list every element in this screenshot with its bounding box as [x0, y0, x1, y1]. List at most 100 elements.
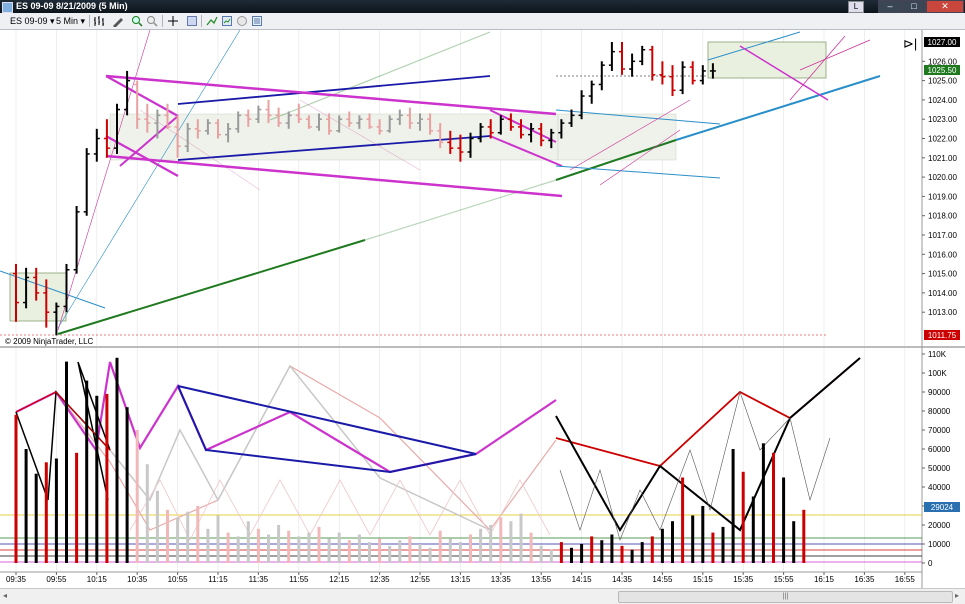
price-bar — [689, 61, 696, 85]
price-bar — [477, 123, 484, 143]
time-tick-label: 11:55 — [289, 575, 309, 584]
trend-line — [364, 179, 557, 241]
zoom-in-icon[interactable] — [131, 15, 143, 27]
trend-line — [599, 129, 681, 186]
price-bar — [184, 123, 191, 153]
price-bar — [154, 109, 161, 139]
instrument-label: ES 09-09 — [10, 16, 48, 26]
price-bar — [23, 267, 30, 309]
volume-swing-line — [15, 391, 111, 451]
volume-tick-label: 20000 — [928, 521, 951, 530]
price-bars — [13, 42, 716, 336]
crosshair-icon[interactable] — [167, 15, 179, 27]
volume-bar — [630, 549, 634, 563]
price-bar — [639, 45, 646, 66]
volume-bar — [458, 542, 462, 563]
bar-type-icon[interactable] — [93, 15, 105, 27]
last-volume-label: 29024 — [931, 503, 954, 512]
volume-bar — [357, 534, 361, 563]
volume-bar — [691, 515, 695, 563]
volume-swing-line — [177, 385, 477, 474]
volume-bar — [115, 357, 119, 563]
chart-background — [0, 30, 965, 588]
scroll-right-arrow[interactable]: ▸ — [955, 591, 960, 600]
price-bar — [497, 115, 504, 135]
volume-bar — [398, 540, 402, 563]
price-bar — [548, 128, 555, 149]
chart-area[interactable]: 1026.00 1025.00 1024.00 1023.00 1022.00 1021.… — [0, 30, 965, 590]
price-bar — [598, 61, 605, 91]
right-margin-tab[interactable]: ⊳| — [903, 36, 917, 51]
price-tick-label: 1014.00 — [928, 289, 957, 298]
price-bar — [134, 80, 141, 129]
time-axis: 09:35 09:55 10:15 10:35 10:55 11:15 11:35 11:55… — [6, 572, 915, 584]
price-bar — [396, 109, 403, 125]
price-bar — [326, 113, 333, 135]
link-button[interactable]: L — [848, 1, 864, 13]
trend-line — [57, 30, 241, 329]
volume-bar — [761, 443, 765, 563]
volume-bar — [337, 532, 341, 563]
volume-bar — [206, 528, 210, 563]
volume-bar — [327, 538, 331, 563]
data-box-icon[interactable] — [251, 15, 263, 27]
price-bar — [366, 113, 373, 129]
volume-bar — [539, 545, 543, 563]
time-tick-label: 09:55 — [46, 575, 67, 584]
interval-selector[interactable]: 5 Min ▾ — [56, 14, 85, 28]
trend-line — [789, 35, 846, 101]
volume-bar — [145, 464, 149, 563]
volume-bar — [590, 536, 594, 563]
scroll-grip: ||| — [782, 593, 789, 600]
trend-line — [489, 135, 563, 167]
price-bar — [83, 148, 90, 216]
price-bar — [649, 45, 656, 81]
time-tick-label: 16:55 — [895, 575, 916, 584]
maximize-button[interactable]: □ — [902, 0, 926, 13]
trend-line — [555, 165, 721, 179]
time-tick-label: 12:15 — [329, 575, 350, 584]
price-bar — [316, 113, 322, 131]
zoom-out-icon[interactable] — [146, 15, 158, 27]
chart-canvas[interactable]: 1026.00 1025.00 1024.00 1023.00 1022.00 1021.… — [0, 30, 965, 588]
price-bar — [447, 130, 454, 154]
volume-bar — [499, 517, 503, 563]
volume-bar — [489, 525, 493, 563]
volume-bar — [186, 511, 190, 563]
indicators-icon[interactable] — [206, 15, 218, 27]
instrument-selector[interactable]: ES 09-09 ▾ — [10, 14, 55, 28]
volume-bar — [347, 540, 351, 563]
volume-bar — [297, 536, 301, 563]
draw-tool-icon[interactable] — [112, 15, 124, 28]
volume-bar — [802, 509, 806, 563]
horizontal-scrollbar[interactable]: ◂ ||| ▸ — [0, 588, 965, 604]
price-bar — [33, 267, 40, 301]
price-bar — [124, 70, 131, 116]
price-bar — [63, 263, 70, 313]
volume-bar — [368, 542, 371, 563]
volume-bar — [85, 380, 89, 563]
volume-bar — [277, 525, 281, 563]
volume-zigzag — [129, 479, 551, 541]
volume-bar — [570, 547, 573, 563]
price-bar — [528, 123, 535, 143]
price-bar — [235, 111, 242, 133]
scroll-thumb[interactable]: ||| — [618, 591, 953, 603]
minimize-button[interactable]: ‒ — [878, 0, 902, 13]
time-tick-label: 10:15 — [87, 575, 108, 584]
time-tick-label: 10:55 — [168, 575, 189, 584]
strategies-icon[interactable] — [221, 15, 233, 27]
price-axis: 1026.00 1025.00 1024.00 1023.00 1022.00 1021.… — [922, 57, 957, 317]
price-bar — [558, 119, 565, 139]
scroll-left-arrow[interactable]: ◂ — [3, 591, 8, 600]
price-tick-label: 1017.00 — [928, 231, 957, 240]
window-titlebar: ES 09-09 8/21/2009 (5 Min) L ‒ □ ✕ — [0, 0, 965, 13]
price-bar — [709, 63, 716, 79]
time-tick-label: 15:15 — [693, 575, 714, 584]
clock-icon[interactable] — [236, 15, 248, 27]
close-button[interactable]: ✕ — [926, 0, 964, 13]
trend-line — [269, 31, 491, 121]
price-bar — [487, 119, 494, 139]
time-tick-label: 13:35 — [491, 575, 512, 584]
properties-icon[interactable] — [186, 15, 198, 27]
